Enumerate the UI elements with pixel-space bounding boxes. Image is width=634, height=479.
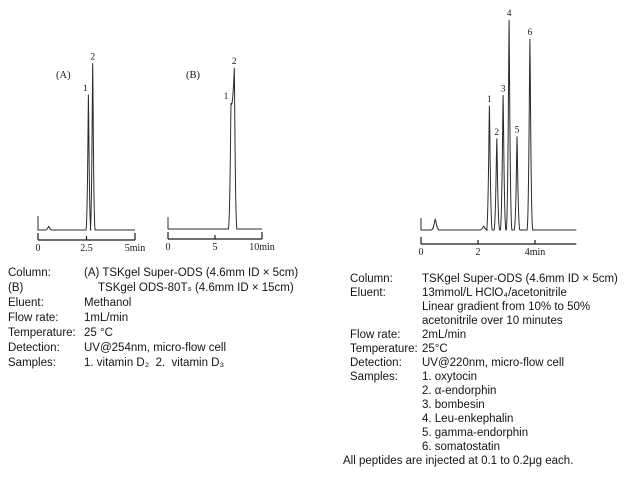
spec-label: Detection:	[8, 342, 60, 354]
spec-label: Eluent:	[8, 297, 44, 309]
spec-label: Eluent:	[350, 287, 386, 299]
spec-label: Detection:	[350, 357, 402, 369]
injection-note: All peptides are injected at 0.1 to 0.2μ…	[343, 455, 574, 467]
spec-row-detection: Detection: UV@254nm, micro-flow cell	[8, 341, 346, 356]
axis-tick-label: 0	[419, 247, 424, 258]
axis-tick-label: 2.5	[80, 243, 93, 254]
peak-label: 2	[90, 53, 95, 63]
spec-value: Linear gradient from 10% to 50%	[422, 301, 591, 313]
spec-row-detection: Detection: UV@220nm, micro-flow cell	[350, 356, 634, 370]
spec-value: 1. vitamin D₂ 2. vitamin D₃	[84, 357, 225, 369]
chromatogram-trace	[167, 67, 262, 230]
peak-label: 1	[487, 95, 492, 105]
peak-label: 2	[494, 128, 499, 138]
spec-value: (A) TSKgel Super-ODS (4.6mm ID × 5cm)	[84, 267, 299, 279]
spec-label: Flow rate:	[350, 329, 401, 341]
peak-label: 1	[83, 84, 88, 94]
chromatogram-peptides-panel: 1 2 3 4 5 6 0 2 4min	[400, 0, 634, 266]
chromatogram-trace	[37, 63, 135, 231]
spec-value: 2mL/min	[422, 329, 467, 341]
chromatogram-trace	[420, 19, 577, 231]
spec-value: UV@254nm, micro-flow cell	[84, 342, 227, 354]
spec-value: 4. Leu-enkephalin	[422, 413, 514, 425]
axis-tick-label: 4min	[525, 247, 546, 258]
spec-row-eluent: Eluent: Methanol	[8, 296, 346, 311]
spec-row-sample-3: 3. bombesin	[350, 398, 634, 412]
spec-row-temperature: Temperature: 25°C	[350, 342, 634, 356]
spec-label	[350, 314, 422, 328]
spec-row-sample-1: Samples: 1. oxytocin	[350, 370, 634, 384]
spec-value: TSKgel Super-ODS (4.6mm ID × 5cm)	[422, 273, 618, 285]
spec-row-gradient-1: Linear gradient from 10% to 50%	[350, 300, 634, 314]
chromatogram-A-svg: 1 2 0 2.5 5min (A)	[36, 53, 146, 255]
spec-label: Temperature:	[350, 343, 418, 355]
spec-value: 25°C	[422, 343, 448, 355]
panel-label: (A)	[56, 70, 71, 81]
axis-tick-label: 5	[213, 242, 218, 253]
spec-row-sample-5: 5. gamma-endorphin	[350, 426, 634, 440]
chromatogram-peptides-svg: 1 2 3 4 5 6 0 2 4min	[419, 9, 577, 258]
spec-label	[350, 440, 422, 454]
spec-value: 2. α-endorphin	[422, 385, 497, 397]
spec-value: 25 °C	[84, 327, 113, 339]
peak-label: 6	[528, 28, 533, 38]
spec-row-sample-4: 4. Leu-enkephalin	[350, 412, 634, 426]
spec-value: Methanol	[84, 297, 132, 309]
spec-row-sample-6: 6. somatostatin	[350, 440, 634, 454]
spec-row-sample-2: 2. α-endorphin	[350, 384, 634, 398]
axis-tick-label: 0	[36, 243, 41, 254]
spec-value: TSKgel ODS-80Tₛ (4.6mm ID × 15cm)	[98, 282, 294, 294]
chromatogram-B-panel: 1 2 0 5 10min (B)	[160, 40, 290, 265]
spec-row-gradient-2: acetonitrile over 10 minutes	[350, 314, 634, 328]
spec-value: acetonitrile over 10 minutes	[422, 315, 563, 327]
axis-tick-label: 5min	[125, 243, 146, 254]
peak-label: 2	[232, 57, 237, 67]
spec-row-eluent: Eluent: 13mmol/L HClO₄/acetonitrile	[350, 286, 634, 300]
axis-tick-label: 0	[166, 242, 171, 253]
spec-label: Flow rate:	[8, 312, 59, 324]
spec-value: 13mmol/L HClO₄/acetonitrile	[422, 287, 567, 299]
axis-tick-label: 10min	[249, 242, 275, 253]
spec-value: 1mL/min	[84, 312, 129, 324]
chromatogram-A-panel: 1 2 0 2.5 5min (A)	[30, 40, 160, 265]
chromatogram-B-svg: 1 2 0 5 10min (B)	[166, 57, 275, 253]
spec-label	[350, 398, 422, 412]
spec-label: Column:	[8, 267, 51, 279]
spec-row-flow-rate: Flow rate: 1mL/min	[8, 311, 346, 326]
peak-label: 3	[501, 84, 506, 94]
vitamin-d-spec-caption: Column: (A) TSKgel Super-ODS (4.6mm ID ×…	[8, 266, 346, 371]
spec-value: 6. somatostatin	[422, 441, 500, 453]
peak-label: 4	[507, 9, 512, 19]
axis-tick-label: 2	[476, 247, 481, 258]
spec-row-temperature: Temperature: 25 °C	[8, 326, 346, 341]
spec-value: 5. gamma-endorphin	[422, 427, 529, 439]
spec-value: UV@220nm, micro-flow cell	[422, 357, 565, 369]
spec-label: Samples:	[350, 371, 398, 383]
spec-value: 1. oxytocin	[422, 371, 477, 383]
spec-label	[350, 412, 422, 426]
spec-label	[350, 300, 422, 314]
spec-value: 3. bombesin	[422, 399, 485, 411]
spec-label: Samples:	[8, 357, 56, 369]
spec-label: (B)	[8, 282, 24, 294]
spec-row-flow-rate: Flow rate: 2mL/min	[350, 328, 634, 342]
spec-row-column-b: (B) TSKgel ODS-80Tₛ (4.6mm ID × 15cm)	[8, 281, 346, 296]
peak-label: 5	[515, 126, 520, 136]
spec-row-column: Column: (A) TSKgel Super-ODS (4.6mm ID ×…	[8, 266, 346, 281]
peak-label: 1	[224, 92, 229, 102]
panel-label: (B)	[186, 70, 201, 81]
spec-row-column: Column: TSKgel Super-ODS (4.6mm ID × 5cm…	[350, 272, 634, 286]
spec-label	[350, 426, 422, 440]
spec-label: Column:	[350, 273, 393, 285]
spec-row-samples: Samples: 1. vitamin D₂ 2. vitamin D₃	[8, 356, 346, 371]
spec-label	[350, 384, 422, 398]
spec-label: Temperature:	[8, 327, 76, 339]
peptide-spec-caption: Column: TSKgel Super-ODS (4.6mm ID × 5cm…	[343, 272, 634, 468]
